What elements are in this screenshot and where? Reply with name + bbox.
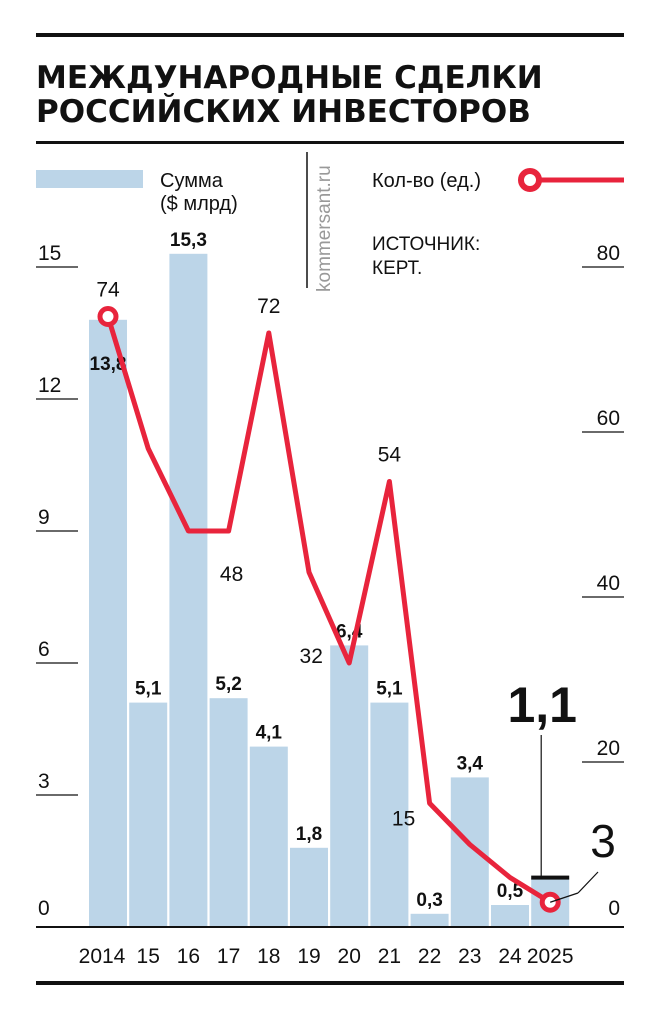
count-label-2025-leader	[577, 871, 599, 894]
bar-label-17: 5,2	[215, 674, 241, 695]
x-label-23: 23	[458, 945, 481, 968]
legend-line-label: Кол-во (ед.)	[372, 170, 481, 192]
title-line-1: МЕЖДУНАРОДНЫЕ СДЕЛКИ	[36, 60, 543, 96]
count-marker-2014	[97, 306, 119, 327]
watermark: kommersant.ru	[314, 165, 335, 292]
count-label-18: 72	[257, 295, 280, 318]
bar-2025-cap	[531, 875, 570, 880]
legend-line-marker	[518, 168, 542, 192]
legend-bar-label-1: Сумма	[160, 170, 224, 192]
left-tick-label: 6	[38, 638, 50, 661]
bar-22	[410, 913, 449, 927]
right-tick-label: 80	[597, 242, 620, 265]
bar-label-19: 1,8	[296, 824, 322, 845]
title-line-2: РОССИЙСКИХ ИНВЕСТОРОВ	[36, 94, 531, 130]
x-label-20: 20	[338, 945, 361, 968]
bar-20	[330, 645, 369, 927]
count-label-2014: 74	[96, 279, 120, 302]
bar-label-15: 5,1	[135, 679, 162, 700]
right-tick-label: 0	[608, 897, 620, 920]
source-line-1: ИСТОЧНИК:	[372, 234, 480, 255]
x-label-22: 22	[418, 945, 441, 968]
left-tick-label: 12	[38, 374, 61, 397]
top-rule	[36, 33, 624, 37]
right-tick-label: 60	[597, 407, 620, 430]
count-label-2025-leader	[550, 892, 579, 903]
x-label-18: 18	[257, 945, 280, 968]
bottom-rule	[36, 981, 624, 985]
legend-bar-label-2: ($ млрд)	[160, 193, 238, 215]
bar-2014	[89, 319, 127, 927]
left-tick-label: 9	[38, 506, 50, 529]
bar-17	[209, 698, 248, 927]
left-tick-label: 0	[38, 897, 50, 920]
count-label-21: 54	[378, 444, 402, 467]
bar-16	[169, 253, 208, 928]
count-line	[105, 315, 552, 905]
bar-label-22: 0,3	[416, 890, 442, 911]
bar-label-24: 0,5	[497, 881, 524, 902]
x-label-15: 15	[137, 945, 160, 968]
bar-15	[129, 702, 168, 927]
left-tick-label: 3	[38, 770, 50, 793]
legend-bar-swatch	[36, 170, 143, 188]
title-rule	[36, 141, 624, 144]
bar-label-2025: 1,1	[507, 677, 577, 733]
bar-21	[370, 702, 409, 927]
count-label-2025: 3	[590, 815, 616, 867]
x-label-17: 17	[217, 945, 240, 968]
bar-label-23: 3,4	[457, 753, 484, 774]
right-tick-label: 20	[597, 737, 620, 760]
bar-18	[249, 746, 288, 927]
count-label-22: 15	[392, 807, 415, 830]
bar-label-16: 15,3	[170, 230, 207, 251]
x-label-16: 16	[177, 945, 200, 968]
source-line-2: КЕРТ.	[372, 258, 422, 279]
left-tick-label: 15	[38, 242, 61, 265]
bar-19	[290, 847, 328, 927]
bar-24	[491, 905, 529, 927]
x-label-2025: 2025	[527, 945, 574, 968]
baseline	[36, 926, 624, 928]
count-label-20: 32	[300, 645, 323, 668]
x-label-21: 21	[378, 945, 401, 968]
bar-label-2014: 13,8	[90, 354, 127, 375]
x-label-2014: 2014	[79, 945, 126, 968]
count-label-17: 48	[220, 563, 243, 586]
bar-label-18: 4,1	[256, 723, 283, 744]
right-tick-label: 40	[597, 572, 620, 595]
x-label-19: 19	[297, 945, 320, 968]
bar-label-21: 5,1	[376, 679, 403, 700]
x-label-24: 24	[498, 945, 522, 968]
